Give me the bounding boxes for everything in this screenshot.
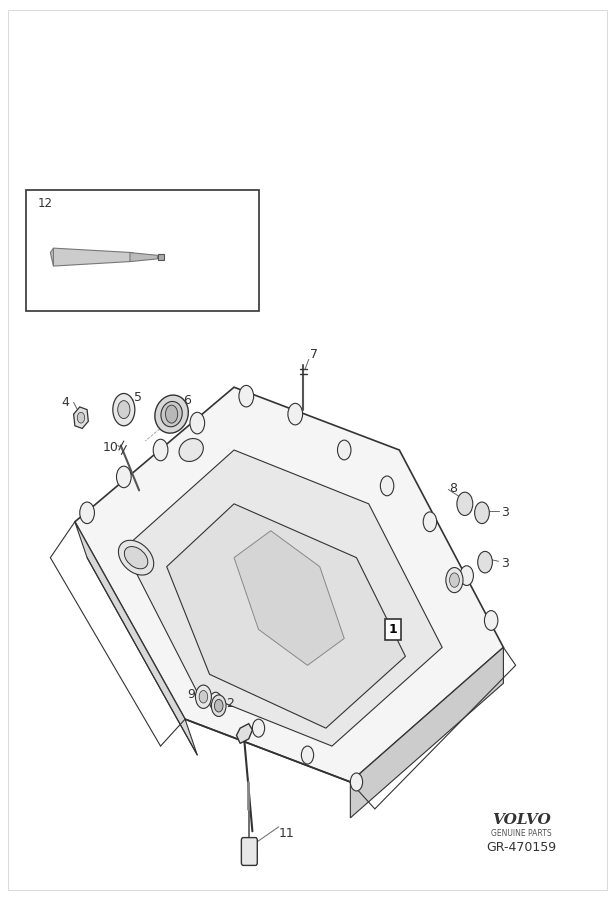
Circle shape — [288, 403, 303, 425]
Ellipse shape — [161, 401, 182, 427]
Circle shape — [77, 412, 85, 423]
Circle shape — [301, 746, 314, 764]
Text: 6: 6 — [183, 394, 191, 407]
Circle shape — [199, 690, 208, 703]
Text: 5: 5 — [134, 392, 142, 404]
Text: 10: 10 — [103, 441, 118, 454]
Circle shape — [117, 400, 130, 418]
Text: GR-470159: GR-470159 — [486, 841, 557, 854]
Polygon shape — [237, 724, 252, 743]
Circle shape — [252, 719, 264, 737]
Bar — [26, 190, 258, 310]
Text: 4: 4 — [62, 396, 69, 409]
Circle shape — [190, 412, 205, 434]
Circle shape — [165, 405, 178, 423]
Polygon shape — [75, 387, 504, 782]
Circle shape — [215, 699, 223, 712]
Ellipse shape — [124, 546, 148, 569]
Text: GENUINE PARTS: GENUINE PARTS — [491, 829, 552, 838]
Ellipse shape — [119, 540, 154, 575]
Text: 3: 3 — [501, 557, 509, 571]
Text: 12: 12 — [38, 197, 53, 210]
Text: VOLVO: VOLVO — [493, 813, 551, 827]
Polygon shape — [75, 522, 197, 755]
Text: 7: 7 — [309, 348, 317, 362]
Text: 11: 11 — [278, 826, 294, 840]
Circle shape — [485, 610, 498, 630]
Text: 9: 9 — [462, 569, 470, 582]
Polygon shape — [74, 407, 89, 428]
Text: 8: 8 — [449, 482, 457, 495]
Circle shape — [475, 502, 490, 524]
Polygon shape — [157, 255, 164, 260]
Circle shape — [210, 692, 222, 710]
Circle shape — [239, 385, 253, 407]
Circle shape — [113, 393, 135, 426]
Polygon shape — [234, 531, 344, 665]
Polygon shape — [54, 248, 133, 266]
Circle shape — [423, 512, 437, 532]
Circle shape — [153, 439, 168, 461]
Circle shape — [212, 695, 226, 716]
Polygon shape — [130, 253, 157, 262]
Circle shape — [351, 773, 363, 791]
Circle shape — [116, 466, 131, 488]
Circle shape — [380, 476, 394, 496]
Text: 1: 1 — [389, 623, 397, 636]
Polygon shape — [351, 647, 504, 818]
FancyBboxPatch shape — [241, 838, 257, 866]
Circle shape — [478, 552, 493, 573]
Polygon shape — [50, 248, 54, 266]
Polygon shape — [124, 450, 442, 746]
Circle shape — [460, 566, 474, 586]
Circle shape — [338, 440, 351, 460]
Circle shape — [80, 502, 95, 524]
Ellipse shape — [179, 438, 204, 462]
Text: 9: 9 — [187, 688, 195, 701]
Circle shape — [457, 492, 473, 516]
Text: 3: 3 — [501, 507, 509, 519]
Circle shape — [196, 685, 212, 708]
Circle shape — [446, 568, 463, 593]
Polygon shape — [167, 504, 405, 728]
Ellipse shape — [155, 395, 188, 433]
Circle shape — [450, 573, 459, 588]
Text: 2: 2 — [226, 697, 234, 709]
